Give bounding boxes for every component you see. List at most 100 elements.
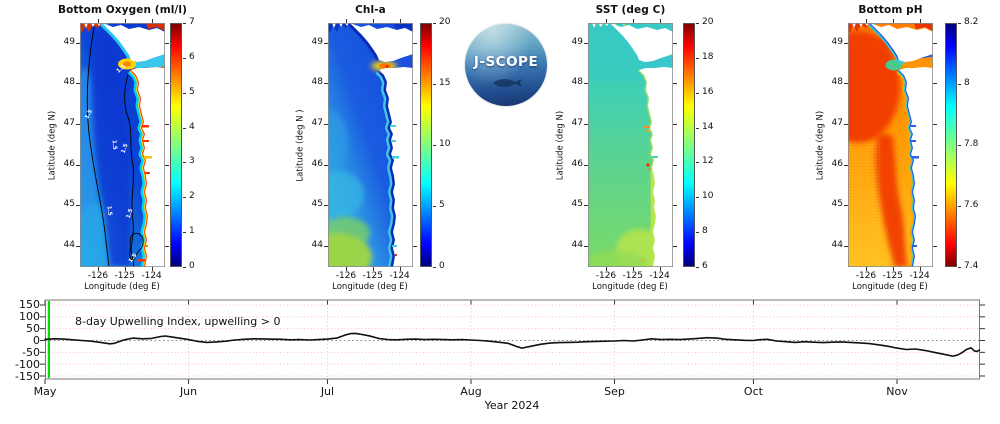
y-tick-label: -50 — [22, 345, 40, 359]
x-axis-label-bottom-ph: Longitude (deg E) — [852, 282, 928, 292]
colorbar-tick-label: 10 — [702, 191, 714, 202]
lon-tick — [345, 19, 347, 23]
lat-tick — [844, 42, 848, 44]
y-axis-label-bottom-oxygen: Latitude (deg N) — [47, 110, 58, 181]
lat-tick-label: 47 — [831, 118, 843, 129]
lat-tick — [76, 164, 80, 166]
y-tick-label: -100 — [15, 357, 40, 371]
colorbar-tick — [183, 232, 186, 234]
lon-tick — [632, 267, 634, 271]
colorbar-tick — [958, 23, 961, 24]
lon-tick — [919, 19, 921, 23]
month-label: Nov — [886, 385, 908, 398]
lat-tick-label: 46 — [63, 158, 75, 169]
lat-tick — [584, 164, 588, 166]
colorbar-tick — [958, 267, 961, 268]
colorbar-tick-label: 10 — [439, 139, 451, 149]
lon-tick-label: -124 — [141, 271, 162, 281]
lat-tick — [844, 164, 848, 166]
colorbar-tick-label: 5 — [189, 86, 195, 97]
lat-tick — [673, 42, 677, 44]
lon-tick — [605, 267, 607, 271]
y-tick-label: 0 — [33, 334, 40, 347]
colorbar-tick — [433, 206, 436, 207]
lat-tick — [165, 124, 169, 126]
colorbar-tick — [183, 92, 186, 94]
lat-tick — [76, 42, 80, 44]
fish-icon — [493, 79, 522, 87]
lat-tick-label: 47 — [311, 118, 323, 129]
lat-tick — [933, 124, 937, 126]
lat-tick — [324, 205, 328, 207]
lat-tick — [844, 205, 848, 207]
lat-tick — [584, 83, 588, 85]
y-axis-label-chl-a: Latitude (deg N ) — [295, 109, 306, 182]
lon-tick — [124, 267, 126, 271]
lat-tick — [324, 164, 328, 166]
lat-tick-label: 44 — [63, 239, 75, 250]
chart-frame — [45, 299, 980, 380]
lat-tick — [324, 83, 328, 85]
y-tick-label: 150 — [19, 298, 40, 312]
colorbar-tick — [696, 127, 699, 129]
colorbar-tick-label: 0 — [189, 261, 195, 271]
colorbar-tick-label: 0 — [439, 261, 445, 271]
panel-title-sst: SST (deg C) — [595, 4, 666, 16]
month-label: Oct — [743, 385, 763, 398]
contour-label: 1.5 — [105, 206, 112, 217]
lat-tick-label: 45 — [311, 199, 323, 210]
colorbar-tick-label: 7.6 — [964, 200, 979, 210]
colorbar-tick — [433, 145, 436, 146]
colorbar-tick — [696, 162, 699, 164]
lon-tick — [605, 19, 607, 23]
lat-tick — [844, 245, 848, 247]
colorbar-tick-label: 14 — [702, 121, 714, 132]
y-tick-label: 100 — [19, 310, 40, 324]
colorbar-tick — [696, 197, 699, 199]
map-frame — [328, 23, 413, 267]
lat-tick-label: 44 — [571, 239, 583, 250]
lat-tick — [413, 42, 417, 44]
lat-tick — [165, 42, 169, 44]
lon-tick-label: -124 — [909, 271, 930, 281]
colorbar-bottom-oxygen — [170, 23, 182, 267]
jscope-logo: J-SCOPE — [465, 24, 547, 106]
lon-tick-label: -126 — [855, 271, 877, 281]
contour-label: 1.5 — [111, 140, 118, 150]
contour-label: 1.5 — [121, 143, 130, 154]
month-label: Sep — [604, 385, 625, 398]
lon-tick — [399, 267, 401, 271]
lat-tick — [673, 164, 677, 166]
map-frame — [80, 23, 165, 267]
lon-tick-label: -125 — [622, 271, 643, 281]
lat-tick — [933, 83, 937, 85]
colorbar-tick — [433, 23, 436, 24]
lat-tick — [165, 164, 169, 166]
lat-tick-label: 48 — [571, 77, 583, 88]
colorbar-tick-label: 8 — [964, 78, 970, 88]
lat-tick — [324, 245, 328, 247]
colorbar-tick-label: 7 — [189, 17, 195, 27]
lat-tick-label: 49 — [311, 36, 323, 47]
lat-tick — [165, 245, 169, 247]
colorbar-tick — [183, 57, 186, 59]
colorbar-tick-label: 6 — [189, 51, 195, 62]
colorbar-tick-label: 8 — [702, 226, 708, 237]
lon-tick — [97, 267, 99, 271]
lon-tick — [372, 267, 374, 271]
x-axis-label-sst: Longitude (deg E) — [592, 282, 668, 292]
colorbar-tick-label: 7.8 — [964, 139, 979, 149]
contour-label: 1.5 — [116, 64, 127, 75]
x-axis-label-bottom-oxygen: Longitude (deg E) — [84, 282, 160, 292]
lat-tick — [413, 124, 417, 126]
map-frame — [588, 23, 673, 267]
lat-tick-label: 45 — [831, 199, 843, 210]
lat-tick — [584, 245, 588, 247]
y-tick-label: -150 — [15, 369, 40, 383]
colorbar-tick — [433, 84, 436, 85]
lat-tick — [413, 164, 417, 166]
colorbar-sst — [683, 23, 695, 267]
colorbar-tick-label: 6 — [702, 261, 708, 271]
lon-tick-label: -126 — [335, 271, 357, 281]
